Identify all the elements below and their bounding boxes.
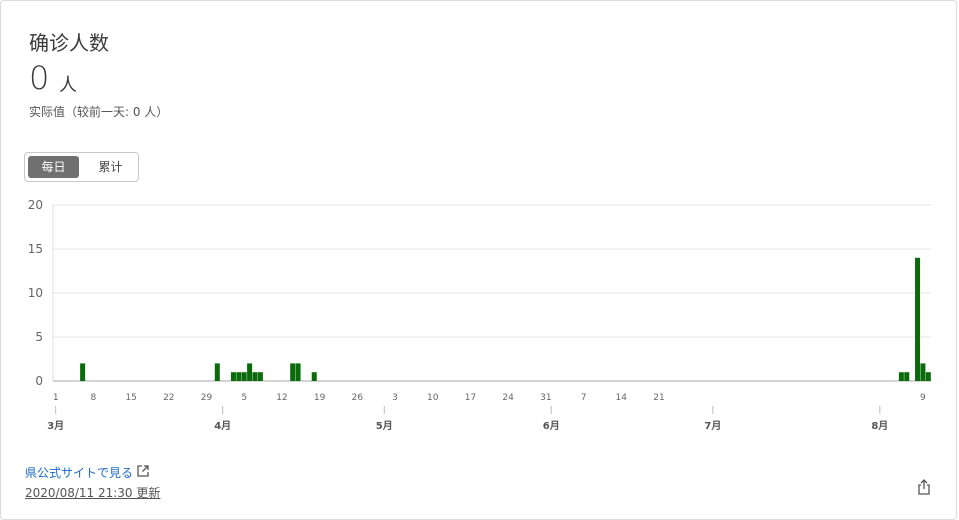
cumulative-button[interactable]: 累计	[98, 160, 123, 174]
x-day-tick-label: 17	[465, 393, 476, 403]
external-link-icon[interactable]	[137, 465, 149, 477]
bar	[241, 372, 247, 381]
y-tick-label: 10	[28, 286, 43, 300]
bar	[915, 257, 921, 381]
x-day-tick-label: 24	[502, 393, 514, 403]
x-day-tick-label: 1	[53, 393, 59, 403]
x-day-tick-label: 8	[91, 393, 97, 403]
x-month-tick-label: 7月	[704, 420, 721, 432]
bar	[920, 363, 926, 381]
bar	[290, 363, 296, 381]
bar	[311, 372, 317, 381]
delta-subtitle: 实际值（较前一天: 0 人）	[29, 105, 169, 119]
bar	[236, 372, 242, 381]
y-tick-label: 0	[35, 374, 43, 388]
x-day-tick-label: 26	[352, 393, 364, 403]
updated-timestamp: 2020/08/11 21:30 更新	[25, 486, 161, 500]
y-tick-label: 20	[28, 198, 43, 212]
x-day-tick-label: 29	[201, 393, 213, 403]
bar	[80, 363, 86, 381]
x-day-tick-label: 21	[653, 393, 664, 403]
x-day-tick-label: 14	[616, 393, 628, 403]
share-icon[interactable]	[916, 479, 932, 495]
official-site-link[interactable]: 県公式サイトで見る	[25, 466, 134, 480]
y-tick-label: 5	[35, 330, 43, 344]
x-month-tick-label: 5月	[376, 420, 393, 432]
bar	[214, 363, 220, 381]
x-month-tick-label: 6月	[543, 420, 560, 432]
bar	[898, 372, 904, 381]
card-title: 确诊人数	[29, 31, 109, 55]
x-month-tick-label: 4月	[214, 420, 231, 432]
daily-button[interactable]: 每日	[28, 156, 79, 178]
x-day-tick-label: 10	[427, 393, 439, 403]
bar-chart: 0 5 10 15 20 1 8 15 22 29 5 12 19 26 3 10 17 24 31 7 14 21 9 3月…	[28, 198, 931, 432]
bar	[904, 372, 910, 381]
daily-cumulative-toggle: 每日 累计	[24, 152, 139, 182]
x-day-tick-label: 5	[241, 393, 247, 403]
x-day-tick-label: 9	[920, 393, 926, 403]
x-day-tick-label: 12	[276, 393, 287, 403]
bar	[247, 363, 253, 381]
bar	[925, 372, 931, 381]
x-month-tick-label: 3月	[47, 420, 64, 432]
x-day-tick-label: 7	[581, 393, 587, 403]
bar	[257, 372, 263, 381]
bar	[295, 363, 301, 381]
total-unit: 人	[59, 75, 77, 96]
x-day-tick-label: 31	[540, 393, 551, 403]
bar	[252, 372, 258, 381]
bar	[230, 372, 236, 381]
x-month-tick-label: 8月	[871, 420, 888, 432]
x-day-tick-label: 22	[163, 393, 174, 403]
x-day-tick-label: 3	[392, 393, 398, 403]
x-day-tick-label: 15	[125, 393, 136, 403]
x-day-tick-label: 19	[314, 393, 326, 403]
y-tick-label: 15	[28, 242, 43, 256]
total-value: 0	[29, 59, 50, 97]
